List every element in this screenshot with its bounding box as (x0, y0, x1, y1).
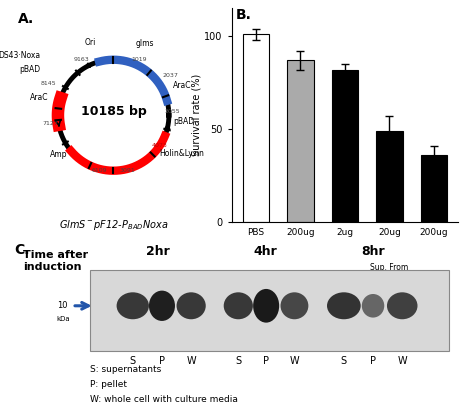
Text: W: W (186, 356, 196, 366)
Text: Sup. From
pF12P$_{BAD}$DS4.3Noxa: Sup. From pF12P$_{BAD}$DS4.3Noxa (350, 263, 429, 286)
Text: 10185 bp: 10185 bp (81, 105, 146, 118)
Text: pBAD: pBAD (19, 65, 40, 74)
Text: P: pellet: P: pellet (90, 380, 127, 389)
Text: Time after
induction: Time after induction (23, 250, 88, 272)
Text: A.: A. (19, 12, 35, 26)
Bar (243, 34, 269, 222)
Text: GlmS$^-$pF12-P$_{BAD}$Noxa: GlmS$^-$pF12-P$_{BAD}$Noxa (59, 217, 168, 232)
Text: Amp: Amp (50, 150, 68, 159)
Text: P: P (159, 356, 165, 366)
Text: 6109: 6109 (91, 168, 107, 173)
Text: Holin&Lysin: Holin&Lysin (159, 149, 204, 158)
Text: W: W (397, 356, 407, 366)
Text: S: S (130, 356, 136, 366)
Text: 2hr: 2hr (145, 245, 169, 258)
Text: DS43·Noxa: DS43·Noxa (0, 51, 40, 60)
Text: C.: C. (14, 243, 29, 257)
Text: 4073: 4073 (151, 143, 167, 148)
Text: 10: 10 (57, 301, 68, 310)
Ellipse shape (253, 289, 279, 323)
Bar (332, 69, 358, 222)
Text: P: P (370, 356, 376, 366)
Text: AraC: AraC (173, 81, 191, 90)
Text: Sup.
From
pF12: Sup. From pF12 (291, 282, 310, 311)
Text: S: supernatants: S: supernatants (90, 365, 161, 374)
FancyBboxPatch shape (90, 270, 450, 351)
Ellipse shape (224, 292, 253, 319)
Text: 4hr: 4hr (253, 245, 277, 258)
Ellipse shape (362, 294, 384, 318)
Ellipse shape (387, 292, 418, 319)
Text: pBAD: pBAD (173, 117, 194, 126)
Y-axis label: Survival rate (%): Survival rate (%) (191, 74, 201, 156)
Text: AraC: AraC (30, 93, 49, 102)
Ellipse shape (117, 292, 149, 319)
Bar (287, 60, 314, 222)
Text: glms: glms (136, 39, 154, 48)
Text: kDa: kDa (56, 316, 70, 322)
Text: Ori: Ori (85, 38, 96, 47)
Ellipse shape (327, 292, 361, 319)
Text: P: P (263, 356, 269, 366)
Text: S: S (341, 356, 347, 366)
Text: 9163: 9163 (74, 57, 90, 62)
Bar (376, 131, 403, 222)
Text: B.: B. (236, 8, 252, 22)
Text: 3091: 3091 (120, 168, 136, 173)
Bar (420, 155, 447, 222)
Text: W: whole cell with culture media: W: whole cell with culture media (90, 395, 238, 404)
Ellipse shape (281, 292, 308, 319)
Text: 7127: 7127 (42, 121, 58, 126)
Text: 1019: 1019 (131, 57, 146, 62)
Text: S: S (235, 356, 241, 366)
Ellipse shape (149, 291, 175, 321)
Text: 8145: 8145 (41, 81, 56, 86)
Text: 8hr: 8hr (361, 245, 385, 258)
Text: 3055: 3055 (165, 109, 181, 114)
Text: 2037: 2037 (163, 73, 178, 78)
Text: W: W (290, 356, 299, 366)
Ellipse shape (176, 292, 206, 319)
